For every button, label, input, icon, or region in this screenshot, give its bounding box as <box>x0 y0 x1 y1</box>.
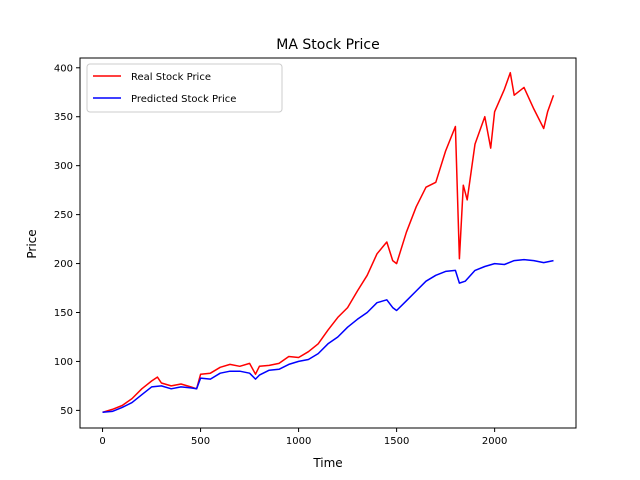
y-tick-label: 300 <box>54 161 73 172</box>
x-tick-label: 500 <box>191 436 210 447</box>
chart-title: MA Stock Price <box>276 37 379 53</box>
x-tick-label: 1500 <box>384 436 409 447</box>
x-tick-label: 0 <box>99 436 105 447</box>
y-tick-label: 400 <box>54 63 73 74</box>
series-line-1 <box>102 258 554 414</box>
legend: Real Stock Price Predicted Stock Price <box>86 63 283 113</box>
y-tick-label: 50 <box>60 406 73 417</box>
x-axis-label: Time <box>312 456 342 470</box>
y-tick-label: 100 <box>54 357 73 368</box>
y-tick-label: 150 <box>54 308 73 319</box>
legend-box <box>86 63 283 113</box>
y-axis-label: Price <box>25 229 39 258</box>
x-tick-label: 1000 <box>286 436 311 447</box>
legend-label-0: Real Stock Price <box>131 72 211 83</box>
series-layer <box>102 71 555 414</box>
legend-label-1: Predicted Stock Price <box>131 94 236 105</box>
x-tick-label: 2000 <box>482 436 507 447</box>
y-tick-label: 200 <box>54 259 73 270</box>
y-tick-label: 350 <box>54 112 73 123</box>
ticks-layer: 0 500 1000 1500 2000 50 100 150 200 250 300 350 400 <box>54 63 507 447</box>
series-line-0 <box>102 71 555 414</box>
plot-frame <box>79 57 577 429</box>
y-tick-label: 250 <box>54 210 73 221</box>
